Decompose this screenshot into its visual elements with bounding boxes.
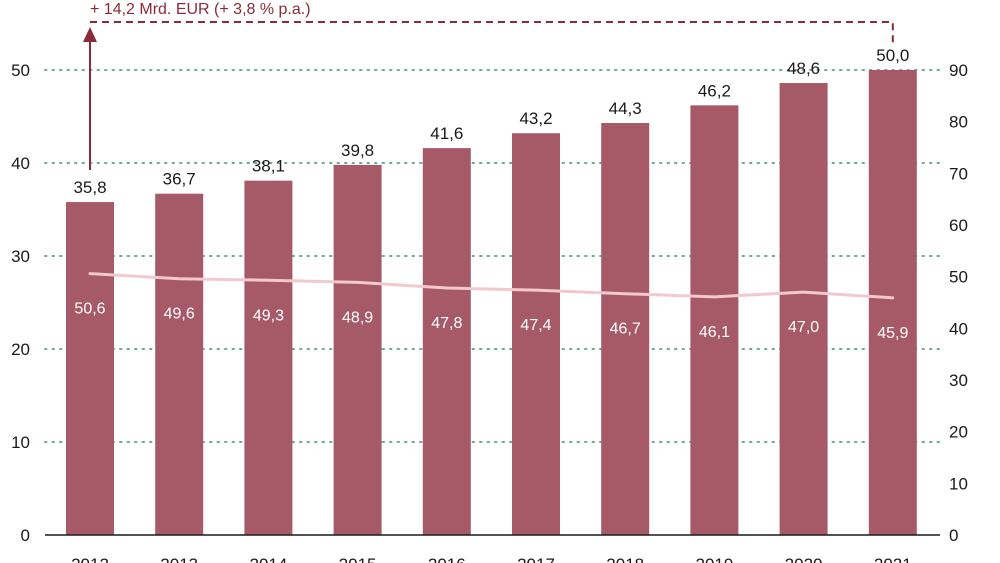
bar-value-label: 41,6 [430,124,463,143]
y-right-tick-label: 30 [949,371,968,390]
y-right-tick-label: 0 [949,526,958,545]
bar-value-label: 46,2 [698,81,731,100]
line-value-label: 47,0 [788,319,819,336]
bar [155,193,204,535]
y-right-tick-label: 40 [949,319,968,338]
line-value-label: 48,9 [342,309,373,326]
bar [244,180,293,536]
bar-value-label: 50,0 [876,46,909,65]
x-tick-label: 2020 [785,555,823,563]
bar [512,133,560,536]
bar [868,70,917,535]
x-tick-label: 2014 [249,555,287,563]
line-value-label: 45,9 [877,325,908,342]
line-value-label: 47,4 [520,317,551,334]
bar-value-label: 36,7 [163,170,196,189]
growth-bracket [90,21,894,44]
y-right-tick-label: 90 [949,61,968,80]
y-right-tick-label: 10 [949,474,968,493]
x-tick-label: 2016 [428,555,466,563]
bar-value-label: 48,6 [787,59,820,78]
line-value-label: 46,1 [699,324,730,341]
bar-value-label: 39,8 [341,141,374,160]
x-tick-label: 2013 [160,555,198,563]
y-left-tick-label: 40 [11,154,30,173]
bar-value-label: 35,8 [73,178,106,197]
line-value-label: 46,7 [610,321,641,338]
y-left-tick-label: 30 [11,247,30,266]
bar [601,123,650,535]
x-tick-label: 2019 [695,555,733,563]
series-line [88,272,895,300]
bar-value-label: 38,1 [252,157,285,176]
x-tick-label: 2012 [71,555,109,563]
x-tick-label: 2018 [606,555,644,563]
bar [333,164,382,536]
growth-arrow-head [83,27,97,42]
bar [779,83,828,536]
x-tick-label: 2015 [339,555,377,563]
annotation-background [86,0,315,20]
line-value-label: 47,8 [431,315,462,332]
x-tick-label: 2021 [874,555,912,563]
y-left-tick-label: 10 [11,433,30,452]
y-left-tick-label: 20 [11,340,30,359]
bar [66,202,114,535]
line-value-label: 50,6 [74,301,105,318]
y-left-tick-label: 0 [21,526,30,545]
y-right-tick-label: 50 [949,268,968,287]
line-value-label: 49,6 [164,306,195,323]
line-value-label: 49,3 [253,307,284,324]
bar-value-label: 43,2 [519,109,552,128]
y-right-tick-label: 80 [949,113,968,132]
x-tick-label: 2017 [517,555,555,563]
bar-value-label: 44,3 [609,99,642,118]
bar [690,105,739,535]
y-right-tick-label: 20 [949,423,968,442]
y-right-tick-label: 70 [949,164,968,183]
bar [422,148,471,535]
y-right-tick-label: 60 [949,216,968,235]
y-left-tick-label: 50 [11,61,30,80]
growth-annotation: + 14,2 Mrd. EUR (+ 3,8 % p.a.) [90,1,311,18]
